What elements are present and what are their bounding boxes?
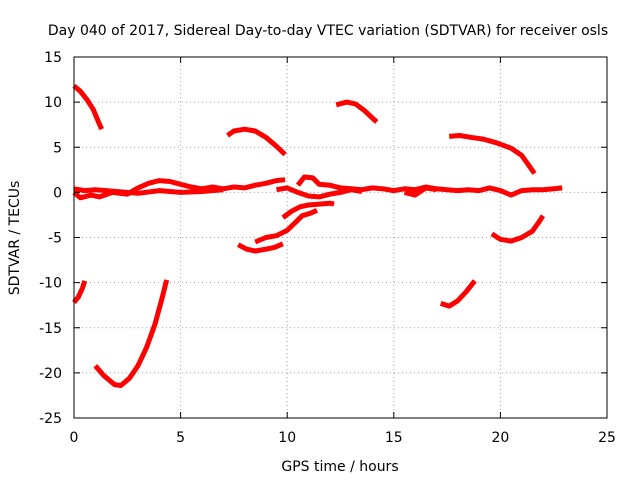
- y-tick-label: -20: [39, 366, 62, 382]
- y-tick-label: 15: [44, 50, 62, 66]
- x-axis-label: GPS time / hours: [281, 459, 398, 475]
- series-trace-3: [93, 279, 170, 388]
- series-trace-16: [439, 279, 477, 309]
- series-trace-12: [403, 185, 437, 198]
- x-tick-label: 10: [278, 430, 296, 446]
- x-tick-label: 5: [176, 430, 185, 446]
- series-trace-2: [72, 280, 88, 305]
- x-tick-label: 20: [491, 430, 509, 446]
- series-trace-8: [254, 208, 318, 245]
- series-trace-15: [490, 214, 546, 244]
- series-trace-4: [72, 177, 286, 201]
- series-trace-9: [281, 200, 335, 220]
- series-trace-5: [73, 186, 224, 196]
- y-tick-label: -5: [48, 231, 62, 247]
- y-tick-label: 5: [53, 140, 62, 156]
- chart-title: Day 040 of 2017, Sidereal Day-to-day VTE…: [48, 23, 608, 39]
- series-trace-14: [448, 133, 537, 175]
- series-trace-6: [226, 126, 287, 157]
- series-trace-1: [72, 83, 104, 131]
- series-trace-7: [237, 241, 284, 254]
- data-series: [72, 83, 563, 388]
- x-tick-label: 25: [598, 430, 616, 446]
- series-trace-11: [276, 185, 363, 200]
- y-tick-label: -25: [39, 411, 62, 427]
- y-tick-label: 0: [53, 185, 62, 201]
- y-tick-label: -15: [39, 321, 62, 337]
- series-trace-13: [335, 99, 379, 124]
- axis-ticks: 0 5 10 15 20 25 -25 -20 -15 -10 -5 0 5 10 15: [39, 50, 616, 446]
- y-tick-label: -10: [39, 276, 62, 292]
- x-tick-label: 15: [385, 430, 403, 446]
- y-tick-label: 10: [44, 95, 62, 111]
- y-axis-label: SDTVAR / TECUs: [7, 181, 23, 296]
- x-tick-label: 0: [70, 430, 79, 446]
